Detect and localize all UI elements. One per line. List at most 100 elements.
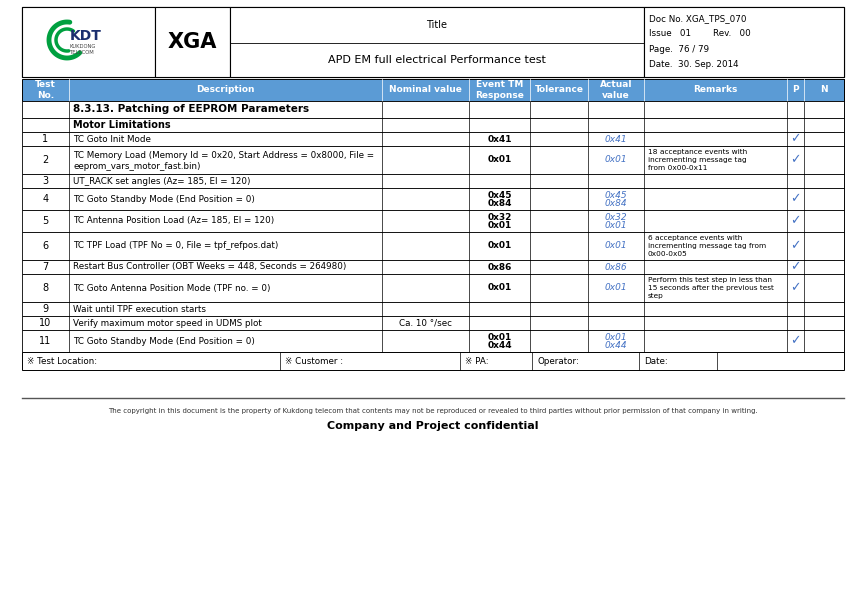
Text: 0x00-0x05: 0x00-0x05 bbox=[648, 251, 688, 257]
Text: TC Goto Init Mode: TC Goto Init Mode bbox=[73, 134, 151, 143]
Bar bbox=[22, 7, 155, 77]
Text: step: step bbox=[648, 293, 663, 299]
Text: XGA: XGA bbox=[168, 32, 217, 52]
Text: 0x84: 0x84 bbox=[488, 199, 512, 208]
Text: 1: 1 bbox=[42, 134, 48, 144]
Text: Motor Limitations: Motor Limitations bbox=[73, 120, 171, 130]
Text: The copyright in this document is the property of Kukdong telecom that contents : The copyright in this document is the pr… bbox=[108, 408, 758, 414]
Text: KUKDONG: KUKDONG bbox=[70, 45, 96, 50]
Text: Remarks: Remarks bbox=[694, 85, 738, 94]
Bar bbox=[22, 118, 844, 132]
Text: Actual
value: Actual value bbox=[600, 80, 632, 100]
Text: Perform this test step in less than: Perform this test step in less than bbox=[648, 277, 772, 283]
Text: 11: 11 bbox=[39, 336, 52, 346]
Text: 0x32: 0x32 bbox=[604, 213, 627, 222]
Text: eeprom_vars_motor_fast.bin): eeprom_vars_motor_fast.bin) bbox=[73, 162, 201, 170]
Bar bbox=[22, 302, 844, 316]
Text: 0x01: 0x01 bbox=[488, 283, 512, 292]
Text: 5: 5 bbox=[42, 216, 48, 226]
Text: ✓: ✓ bbox=[791, 261, 801, 273]
Text: 0x01: 0x01 bbox=[488, 156, 512, 164]
Text: ✓: ✓ bbox=[791, 132, 801, 145]
Text: 3: 3 bbox=[42, 176, 48, 186]
Text: ✓: ✓ bbox=[791, 215, 801, 227]
Text: Operator:: Operator: bbox=[537, 357, 578, 365]
Text: ※ Test Location:: ※ Test Location: bbox=[27, 357, 97, 365]
Bar bbox=[22, 210, 844, 232]
Text: 10: 10 bbox=[39, 318, 52, 328]
Text: 7: 7 bbox=[42, 262, 48, 272]
Text: 0x01: 0x01 bbox=[488, 242, 512, 251]
Text: from 0x00-0x11: from 0x00-0x11 bbox=[648, 165, 708, 171]
Text: 0x01: 0x01 bbox=[604, 242, 627, 251]
Text: Company and Project confidential: Company and Project confidential bbox=[327, 421, 539, 431]
Text: 6: 6 bbox=[42, 241, 48, 251]
Bar bbox=[22, 7, 844, 77]
Text: ※ Customer :: ※ Customer : bbox=[285, 357, 343, 365]
Text: Page.  76 / 79: Page. 76 / 79 bbox=[649, 45, 709, 53]
Text: 0x41: 0x41 bbox=[604, 134, 627, 143]
Text: N: N bbox=[820, 85, 828, 94]
Text: 9: 9 bbox=[42, 304, 48, 314]
Text: ✓: ✓ bbox=[791, 335, 801, 348]
Bar bbox=[22, 316, 844, 330]
Text: UT_RACK set angles (Az= 185, El = 120): UT_RACK set angles (Az= 185, El = 120) bbox=[73, 177, 250, 186]
Bar bbox=[22, 132, 844, 146]
Text: TC Goto Standby Mode (End Position = 0): TC Goto Standby Mode (End Position = 0) bbox=[73, 337, 255, 346]
Text: Verify maximum motor speed in UDMS plot: Verify maximum motor speed in UDMS plot bbox=[73, 319, 262, 327]
Bar bbox=[22, 79, 844, 101]
Bar bbox=[22, 146, 844, 174]
Text: 0x32: 0x32 bbox=[488, 213, 512, 222]
Text: ✓: ✓ bbox=[791, 281, 801, 294]
Text: 0x45: 0x45 bbox=[488, 191, 512, 200]
Text: TELECOM: TELECOM bbox=[70, 50, 94, 56]
Text: 0x86: 0x86 bbox=[604, 262, 627, 272]
Text: Doc No. XGA_TPS_070: Doc No. XGA_TPS_070 bbox=[649, 13, 746, 23]
Text: TC Antenna Position Load (Az= 185, El = 120): TC Antenna Position Load (Az= 185, El = … bbox=[73, 216, 275, 226]
Bar bbox=[22, 352, 844, 370]
Bar bbox=[22, 260, 844, 274]
Bar bbox=[644, 7, 844, 77]
Text: TC Goto Antenna Position Mode (TPF no. = 0): TC Goto Antenna Position Mode (TPF no. =… bbox=[73, 283, 270, 292]
Text: ※ PA:: ※ PA: bbox=[465, 357, 488, 365]
Text: 15 seconds after the previous test: 15 seconds after the previous test bbox=[648, 285, 774, 291]
Bar bbox=[22, 101, 844, 118]
Text: Event TM
Response: Event TM Response bbox=[475, 80, 524, 100]
Text: Nominal value: Nominal value bbox=[389, 85, 462, 94]
Text: 0x01: 0x01 bbox=[604, 156, 627, 164]
Text: 8.3.13. Patching of EEPROM Parameters: 8.3.13. Patching of EEPROM Parameters bbox=[73, 104, 309, 115]
Text: 2: 2 bbox=[42, 155, 48, 165]
Text: Description: Description bbox=[197, 85, 255, 94]
Text: Test
No.: Test No. bbox=[35, 80, 56, 100]
Text: 0x01: 0x01 bbox=[604, 221, 627, 230]
Text: TC Memory Load (Memory Id = 0x20, Start Address = 0x8000, File =: TC Memory Load (Memory Id = 0x20, Start … bbox=[73, 151, 374, 160]
Text: 0x01: 0x01 bbox=[488, 221, 512, 230]
Bar bbox=[22, 232, 844, 260]
Text: ✓: ✓ bbox=[791, 192, 801, 205]
Text: 18 acceptance events with: 18 acceptance events with bbox=[648, 149, 747, 155]
Text: 0x84: 0x84 bbox=[604, 199, 627, 208]
Text: KDT: KDT bbox=[70, 29, 102, 43]
Text: Date.  30. Sep. 2014: Date. 30. Sep. 2014 bbox=[649, 60, 739, 69]
Bar bbox=[155, 7, 230, 77]
Text: 0x01: 0x01 bbox=[604, 333, 627, 342]
Text: 8: 8 bbox=[42, 283, 48, 293]
Bar bbox=[22, 188, 844, 210]
Bar bbox=[230, 7, 644, 77]
Bar bbox=[22, 174, 844, 188]
Text: P: P bbox=[792, 85, 798, 94]
Bar bbox=[22, 274, 844, 302]
Text: incrementing message tag: incrementing message tag bbox=[648, 157, 746, 163]
Text: ✓: ✓ bbox=[791, 153, 801, 167]
Text: TC Goto Standby Mode (End Position = 0): TC Goto Standby Mode (End Position = 0) bbox=[73, 194, 255, 204]
Text: Title: Title bbox=[426, 20, 448, 30]
Text: 4: 4 bbox=[42, 194, 48, 204]
Text: 0x44: 0x44 bbox=[604, 341, 627, 351]
Text: Wait until TPF execution starts: Wait until TPF execution starts bbox=[73, 305, 206, 313]
Text: Tolerance: Tolerance bbox=[534, 85, 584, 94]
Text: APD EM full electrical Performance test: APD EM full electrical Performance test bbox=[328, 55, 546, 65]
Text: 0x86: 0x86 bbox=[488, 262, 512, 272]
Text: 6 acceptance events with: 6 acceptance events with bbox=[648, 235, 742, 241]
Text: 0x01: 0x01 bbox=[604, 283, 627, 292]
Text: ✓: ✓ bbox=[791, 240, 801, 253]
